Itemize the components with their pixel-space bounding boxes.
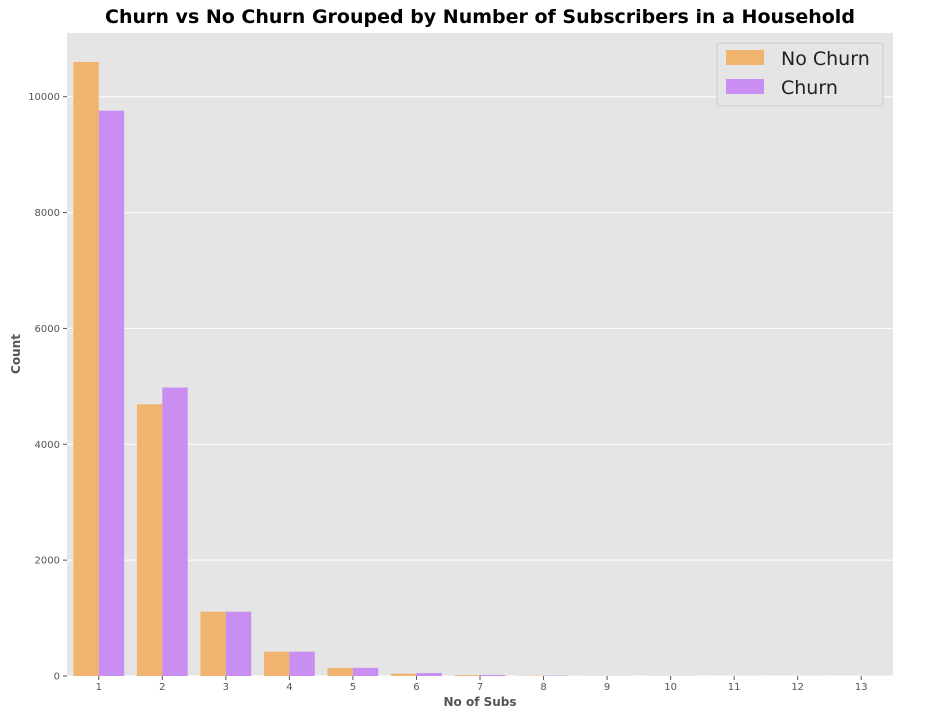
- bar-no-churn-2: [136, 404, 163, 676]
- y-tick-label-8000: 8000: [35, 208, 60, 219]
- y-axis-label: Count: [9, 334, 23, 374]
- bar-churn-7: [480, 674, 506, 676]
- x-ticks: 1 2 3 4 5 6 7 8 9 10 11 12 13: [96, 676, 868, 693]
- x-tick-label-2: 2: [159, 682, 165, 693]
- legend: No Churn Churn: [716, 42, 884, 107]
- x-tick-label-10: 10: [664, 682, 677, 693]
- bar-churn-1: [98, 110, 125, 677]
- bar-no-churn-5: [327, 667, 353, 676]
- x-tick-label-7: 7: [477, 682, 483, 693]
- x-tick-label-11: 11: [728, 682, 741, 693]
- x-tick-label-13: 13: [855, 682, 868, 693]
- y-tick-label-6000: 6000: [35, 324, 60, 335]
- y-ticks: 0 2000 4000 6000 8000 10000: [28, 92, 67, 683]
- y-tick-label-10000: 10000: [28, 92, 60, 103]
- bar-churn-6: [416, 673, 442, 676]
- x-tick-label-8: 8: [540, 682, 546, 693]
- bar-no-churn-4: [263, 651, 290, 676]
- x-tick-label-9: 9: [604, 682, 610, 693]
- legend-label-churn: Churn: [781, 77, 838, 99]
- bar-churn-3: [225, 611, 252, 676]
- bar-no-churn-7: [454, 675, 480, 676]
- bar-no-churn-6: [391, 673, 417, 676]
- x-tick-label-6: 6: [413, 682, 419, 693]
- bar-no-churn-3: [200, 611, 226, 676]
- bar-churn-2: [162, 387, 188, 676]
- bar-churn-5: [352, 667, 379, 676]
- legend-swatch-churn: [726, 79, 764, 94]
- bar-churn-4: [289, 651, 315, 676]
- x-tick-label-3: 3: [223, 682, 229, 693]
- x-tick-label-1: 1: [96, 682, 102, 693]
- bar-no-churn-1: [73, 61, 99, 676]
- x-tick-label-4: 4: [286, 682, 292, 693]
- y-tick-label-2000: 2000: [35, 556, 60, 567]
- plot-area: [67, 33, 893, 676]
- legend-label-no-churn: No Churn: [781, 48, 870, 70]
- y-tick-label-4000: 4000: [35, 440, 60, 451]
- chart-title: Churn vs No Churn Grouped by Number of S…: [105, 6, 855, 28]
- x-tick-label-12: 12: [791, 682, 804, 693]
- bars: [73, 61, 887, 677]
- legend-swatch-no-churn: [726, 50, 764, 65]
- x-axis-label: No of Subs: [443, 695, 516, 709]
- x-tick-label-5: 5: [350, 682, 356, 693]
- y-tick-label-0: 0: [54, 672, 60, 683]
